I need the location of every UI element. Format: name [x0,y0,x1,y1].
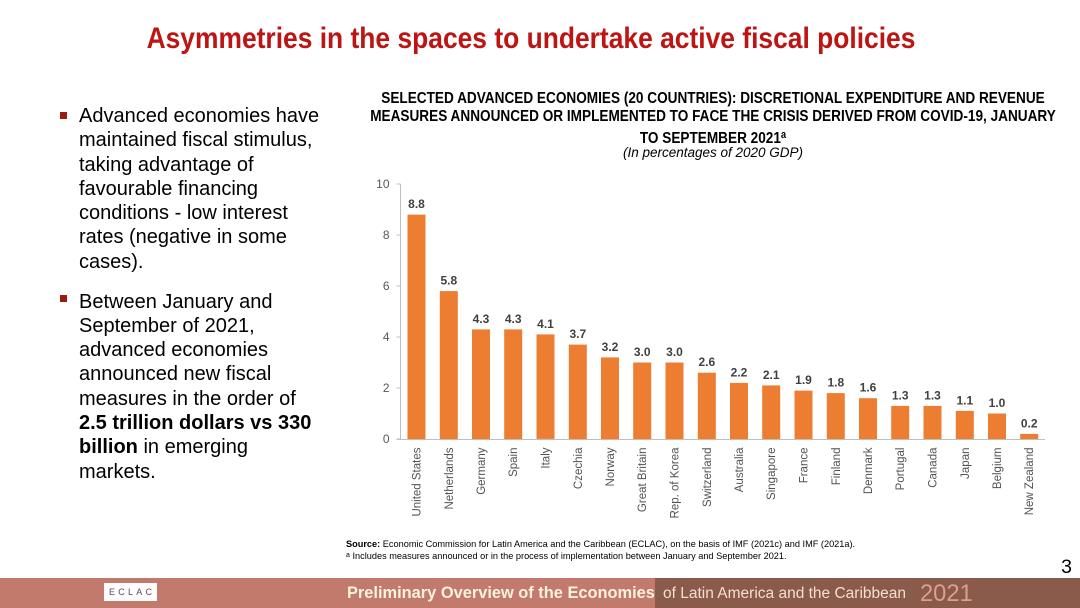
svg-text:3.7: 3.7 [569,327,586,341]
svg-text:2.6: 2.6 [698,355,715,369]
svg-text:Australia: Australia [734,447,746,492]
svg-text:4.3: 4.3 [505,312,522,326]
svg-text:8: 8 [383,228,390,242]
svg-text:5.8: 5.8 [440,274,457,288]
svg-text:4.1: 4.1 [537,317,554,331]
svg-text:Germany: Germany [476,447,488,495]
svg-text:Japan: Japan [960,448,972,479]
svg-text:Great Britain: Great Britain [637,448,649,513]
svg-text:1.3: 1.3 [924,388,941,402]
svg-text:4.3: 4.3 [473,312,490,326]
svg-text:Canada: Canada [928,447,940,488]
svg-text:Portugal: Portugal [895,448,907,491]
svg-text:Netherlands: Netherlands [444,447,456,509]
svg-text:1.8: 1.8 [827,376,844,390]
svg-text:Switzerland: Switzerland [702,448,714,507]
svg-text:4: 4 [383,330,390,344]
svg-text:Norway: Norway [605,447,617,486]
svg-text:2.1: 2.1 [763,368,780,382]
svg-text:2: 2 [383,381,390,395]
svg-text:Finland: Finland [831,448,843,486]
svg-text:Singapore: Singapore [766,448,778,500]
svg-text:Denmark: Denmark [863,447,875,494]
svg-text:3.0: 3.0 [634,345,651,359]
svg-text:10: 10 [376,177,390,191]
svg-text:Czechia: Czechia [573,447,585,489]
svg-text:Belgium: Belgium [992,448,1004,490]
svg-text:2.2: 2.2 [731,365,748,379]
svg-text:United States: United States [412,447,424,516]
svg-text:New Zealand: New Zealand [1024,448,1036,516]
svg-text:Spain: Spain [508,448,520,477]
svg-text:0.2: 0.2 [1021,416,1038,430]
svg-text:3.2: 3.2 [602,340,619,354]
svg-text:France: France [799,448,811,484]
svg-text:1.1: 1.1 [956,393,973,407]
svg-text:1.0: 1.0 [989,396,1006,410]
svg-text:1.3: 1.3 [892,388,909,402]
svg-text:1.9: 1.9 [795,373,812,387]
svg-text:Rep. of Korea: Rep. of Korea [670,447,682,519]
svg-text:8.8: 8.8 [408,197,425,211]
svg-text:3.0: 3.0 [666,345,683,359]
svg-text:6: 6 [383,279,390,293]
svg-text:Italy: Italy [541,447,553,468]
svg-text:1.6: 1.6 [860,381,877,395]
svg-text:0: 0 [383,432,390,446]
